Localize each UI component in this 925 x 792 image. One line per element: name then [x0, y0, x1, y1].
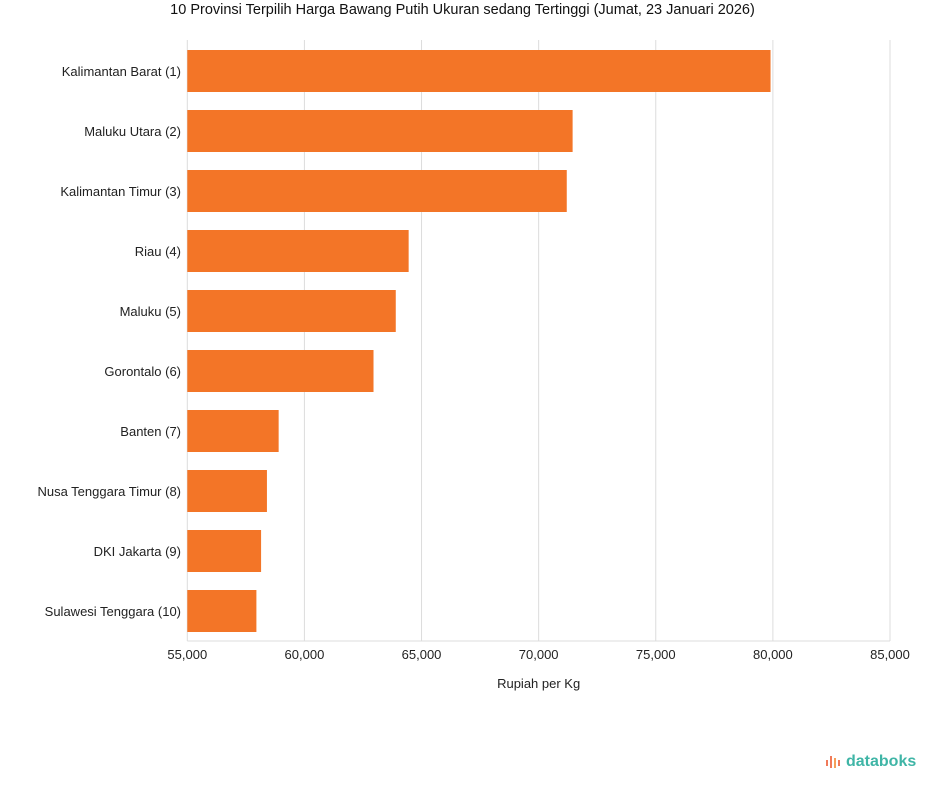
- bar: [187, 350, 374, 392]
- y-category-label: Sulawesi Tenggara (10): [45, 604, 181, 619]
- y-category-label: Banten (7): [120, 424, 181, 439]
- x-tick-label: 85,000: [870, 647, 910, 662]
- x-axis-label: Rupiah per Kg: [497, 676, 580, 691]
- y-category-label: Kalimantan Barat (1): [62, 64, 181, 79]
- x-tick-label: 60,000: [285, 647, 325, 662]
- logo-text: databoks: [846, 753, 917, 770]
- bar: [187, 170, 567, 212]
- databoks-logo-icon: [826, 756, 840, 768]
- x-tick-label: 80,000: [753, 647, 793, 662]
- bar: [187, 410, 279, 452]
- y-category-label: Nusa Tenggara Timur (8): [37, 484, 181, 499]
- y-category-label: Gorontalo (6): [104, 364, 181, 379]
- x-tick-label: 55,000: [167, 647, 207, 662]
- chart-title: 10 Provinsi Terpilih Harga Bawang Putih …: [170, 2, 755, 18]
- x-tick-label: 75,000: [636, 647, 676, 662]
- y-category-label: Kalimantan Timur (3): [60, 184, 181, 199]
- x-tick-label: 70,000: [519, 647, 559, 662]
- bar: [187, 110, 573, 152]
- bar: [187, 50, 771, 92]
- databoks-logo: databoks: [825, 753, 916, 771]
- bar: [187, 290, 396, 332]
- bar: [187, 470, 267, 512]
- y-category-label: Maluku (5): [120, 304, 181, 319]
- y-category-label: DKI Jakarta (9): [94, 544, 181, 559]
- y-category-label: Maluku Utara (2): [84, 124, 181, 139]
- x-tick-label: 65,000: [402, 647, 442, 662]
- y-category-label: Riau (4): [135, 244, 181, 259]
- bar: [187, 590, 257, 632]
- bar: [187, 530, 262, 572]
- bar: [187, 230, 409, 272]
